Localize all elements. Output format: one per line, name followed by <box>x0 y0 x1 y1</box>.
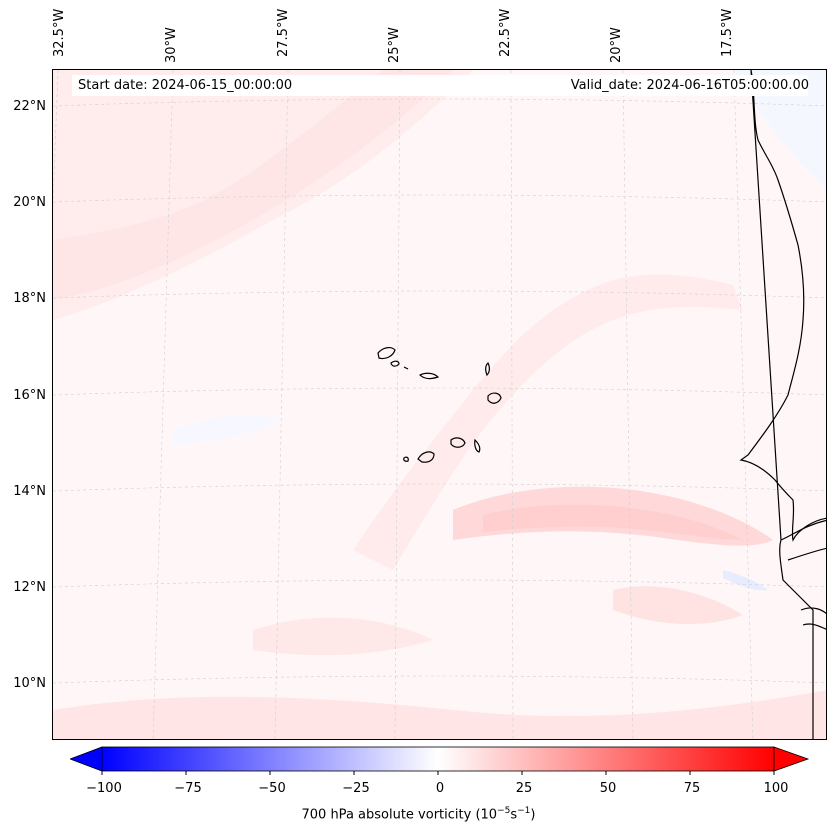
lat-label-22n: 22°N <box>13 99 46 114</box>
lon-label-32-5w: 32.5°W <box>52 8 67 57</box>
lat-label-14n: 14°N <box>13 484 46 499</box>
coastline-guinea-bissau <box>787 547 826 561</box>
colorbar-title-mid: s <box>510 807 518 823</box>
colorbar-title-exp1: −5 <box>497 806 511 816</box>
coastline-gambia <box>780 519 826 541</box>
negative-patch-west <box>173 414 283 445</box>
vorticity-field <box>53 70 826 739</box>
vorticity-band-north-inner <box>53 70 453 300</box>
lon-label-25w: 25°W <box>387 27 402 63</box>
colorbar-title-prefix: 700 hPa absolute vorticity (10 <box>301 807 498 823</box>
colorbar-tick-75: 75 <box>683 781 701 796</box>
cape-verde-islands <box>377 347 502 463</box>
colorbar-gradient <box>101 746 775 772</box>
coastline-africa <box>739 70 826 739</box>
start-date-label: Start date: 2024-06-15_00:00:00 <box>78 78 293 93</box>
colorbar-ticks <box>101 771 775 775</box>
valid-date-label: Valid_date: 2024-06-16T05:00:00.00 <box>570 78 809 93</box>
colorbar-tick-100: 100 <box>763 781 789 796</box>
coastline-islands-bijagos <box>802 623 826 630</box>
negative-patch-coast <box>723 570 768 591</box>
lat-label-18n: 18°N <box>13 291 46 306</box>
lat-label-16n: 16°N <box>13 388 46 403</box>
lat-label-20n: 20°N <box>13 195 46 210</box>
lon-label-30w: 30°W <box>164 27 179 63</box>
vorticity-band-central <box>353 274 743 570</box>
lat-label-12n: 12°N <box>13 580 46 595</box>
colorbar-tick-neg100: −100 <box>86 781 122 796</box>
colorbar-title: 700 hPa absolute vorticity (10−5s−1) <box>0 806 837 822</box>
lon-label-22-5w: 22.5°W <box>498 8 513 57</box>
colorbar-tick-25: 25 <box>515 781 533 796</box>
gridlines <box>53 70 826 739</box>
colorbar <box>68 744 810 788</box>
vorticity-patch-east <box>613 586 743 625</box>
colorbar-title-suffix: ) <box>530 807 536 823</box>
map-panel <box>52 69 827 740</box>
lon-label-27-5w: 27.5°W <box>276 8 291 57</box>
colorbar-tick-neg75: −75 <box>174 781 202 796</box>
lon-label-20w: 20°W <box>609 27 624 63</box>
date-info-bar <box>72 75 808 96</box>
vorticity-max-core <box>483 504 743 540</box>
vorticity-patch-south <box>253 617 433 656</box>
colorbar-svg <box>68 746 810 775</box>
lon-label-17-5w: 17.5°W <box>720 8 735 57</box>
colorbar-extend-max <box>773 746 810 772</box>
colorbar-tick-0: 0 <box>435 781 445 796</box>
colorbar-tick-50: 50 <box>599 781 617 796</box>
colorbar-title-exp2: −1 <box>517 806 531 816</box>
coastline-guinea <box>800 607 826 615</box>
lat-label-10n: 10°N <box>13 676 46 691</box>
colorbar-tick-neg50: −50 <box>258 781 286 796</box>
negative-patch-ne <box>733 70 826 189</box>
colorbar-extend-min <box>68 746 103 772</box>
colorbar-tick-neg25: −25 <box>342 781 370 796</box>
